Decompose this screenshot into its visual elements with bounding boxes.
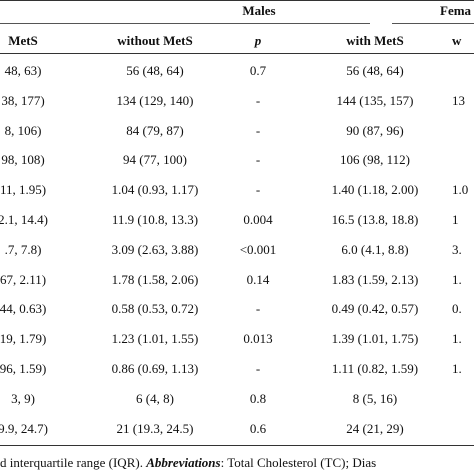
cell-without-mets-females: 1.0: [452, 182, 469, 198]
table-row: 96, 1.59) 0.86 (0.69, 1.13) - 1.11 (0.82, 1…: [0, 356, 474, 383]
cell-without-mets-females: 1.: [452, 331, 462, 347]
table-row: 11, 1.95) 1.04 (0.93, 1.17) - 1.40 (1.18, 2…: [0, 177, 474, 204]
cell-without-mets-males: 1.23 (1.01, 1.55): [111, 331, 199, 347]
females-group-underline: [392, 23, 474, 24]
cell-p-value: -: [255, 152, 261, 168]
table-row: 8, 106) 84 (79, 87) - 90 (87, 96): [0, 118, 474, 145]
cell-with-mets-males: .7, 7.8): [4, 241, 42, 257]
cell-with-mets-males: 8, 106): [4, 122, 42, 138]
cell-with-mets-males: 38, 177): [1, 92, 45, 108]
cell-without-mets-males: 11.9 (10.8, 13.3): [111, 212, 199, 227]
cell-with-mets-males: 3, 9): [11, 390, 35, 406]
cell-with-mets-males: 44, 0.63): [0, 301, 47, 317]
cell-with-mets-males: 11, 1.95): [0, 182, 47, 198]
cell-with-mets-females: 56 (48, 64): [346, 63, 404, 78]
cell-with-mets-males: 48, 63): [4, 63, 42, 78]
cell-with-mets-females: 106 (98, 112): [340, 152, 410, 168]
cell-p-value: -: [255, 301, 261, 317]
cell-with-mets-males: 19, 1.79): [0, 331, 47, 347]
cell-p-value: 0.004: [243, 212, 273, 227]
cell-p-value: 0.6: [249, 420, 267, 436]
cell-without-mets-males: 0.86 (0.69, 1.13): [111, 361, 199, 376]
males-group-underline: [0, 23, 370, 24]
cell-p-value: <0.001: [239, 241, 277, 257]
cell-with-mets-males: 67, 2.11): [0, 271, 47, 287]
cell-with-mets-females: 1.40 (1.18, 2.00): [331, 182, 419, 198]
cell-without-mets-males: 84 (79, 87): [126, 122, 184, 138]
table-row: 2.1, 14.4) 11.9 (10.8, 13.3) 0.004 16.5 (13…: [0, 207, 474, 234]
cell-p-value: -: [255, 361, 261, 376]
cell-without-mets-males: 6 (4, 8): [136, 390, 174, 406]
cell-with-mets-males: 96, 1.59): [0, 361, 47, 376]
table-row: 3, 9) 6 (4, 8) 0.8 8 (5, 16): [0, 386, 474, 413]
cell-with-mets-females: 6.0 (4.1, 8.8): [341, 241, 409, 257]
cell-without-mets-males: 21 (19.3, 24.5): [116, 420, 194, 436]
cell-p-value: 0.013: [243, 331, 273, 347]
cell-without-mets-males: 94 (77, 100): [123, 152, 187, 168]
cell-without-mets-females: 1.: [452, 271, 462, 287]
cell-without-mets-males: 1.78 (1.58, 2.06): [111, 271, 199, 287]
cell-without-mets-males: 56 (48, 64): [126, 63, 184, 78]
cell-p-value: -: [255, 122, 261, 138]
cell-with-mets-females: 90 (87, 96): [346, 122, 404, 138]
cell-with-mets-females: 24 (21, 29): [346, 420, 404, 436]
table-row: 48, 63) 56 (48, 64) 0.7 56 (48, 64): [0, 58, 474, 85]
col-header-without-mets-females: w: [452, 33, 462, 48]
cell-with-mets-males: 9.9, 24.7): [0, 420, 48, 436]
table-top-rule: [0, 0, 474, 1]
header-rule: [0, 53, 474, 54]
table-row: .7, 7.8) 3.09 (2.63, 3.88) <0.001 6.0 (4.1,…: [0, 237, 474, 264]
cell-without-mets-females: 0.: [452, 301, 462, 317]
table-row: 9.9, 24.7) 21 (19.3, 24.5) 0.6 24 (21, 29): [0, 416, 474, 443]
cell-without-mets-females: 3.: [452, 241, 462, 257]
cell-with-mets-females: 144 (135, 157): [336, 92, 414, 108]
cell-without-mets-females: 1: [452, 212, 459, 227]
footnote-text: d interquartile range (IQR).: [0, 455, 147, 470]
cell-with-mets-females: 1.11 (0.82, 1.59): [331, 361, 419, 376]
cell-without-mets-females: 1.: [452, 361, 462, 376]
cell-with-mets-females: 1.39 (1.01, 1.75): [331, 331, 419, 347]
table-row: 67, 2.11) 1.78 (1.58, 2.06) 0.14 1.83 (1.59…: [0, 267, 474, 294]
table-row: 98, 108) 94 (77, 100) - 106 (98, 112): [0, 147, 474, 174]
cell-without-mets-males: 1.04 (0.93, 1.17): [111, 182, 199, 198]
cell-without-mets-males: 0.58 (0.53, 0.72): [111, 301, 199, 317]
cell-without-mets-males: 3.09 (2.63, 3.88): [111, 241, 199, 257]
cell-p-value: 0.7: [249, 63, 267, 78]
cell-p-value: -: [255, 92, 261, 108]
cell-with-mets-males: 2.1, 14.4): [0, 212, 48, 227]
col-header-with-mets-females: with MetS: [346, 33, 404, 48]
males-group-header: Males: [242, 3, 276, 18]
cell-without-mets-females: 13: [452, 92, 465, 108]
footnote-abbreviations-text: : Total Cholesterol (TC); Dias: [220, 455, 377, 470]
cell-with-mets-females: 16.5 (13.8, 18.8): [331, 212, 419, 227]
table-row: 19, 1.79) 1.23 (1.01, 1.55) 0.013 1.39 (1.0…: [0, 326, 474, 353]
col-header-with-mets-males: MetS: [8, 33, 38, 48]
table-bottom-rule: [0, 445, 474, 446]
cell-p-value: 0.14: [246, 271, 270, 287]
cell-without-mets-males: 134 (129, 140): [116, 92, 194, 108]
cell-p-value: -: [255, 182, 261, 198]
table-row: 38, 177) 134 (129, 140) - 144 (135, 157) 13: [0, 88, 474, 115]
cell-p-value: 0.8: [249, 390, 267, 406]
footnote-abbreviations-label: Abbreviations: [146, 455, 221, 470]
table-row: 44, 0.63) 0.58 (0.53, 0.72) - 0.49 (0.42, 0…: [0, 296, 474, 323]
cell-with-mets-females: 0.49 (0.42, 0.57): [331, 301, 419, 317]
females-group-header: Fema: [440, 3, 472, 18]
cell-with-mets-females: 1.83 (1.59, 2.13): [331, 271, 419, 287]
table-footnote: d interquartile range (IQR). Abbreviatio…: [0, 455, 376, 471]
cell-with-mets-females: 8 (5, 16): [352, 390, 398, 406]
cell-with-mets-males: 98, 108): [1, 152, 45, 168]
col-header-p-value: p: [254, 33, 262, 48]
col-header-without-mets-males: without MetS: [117, 33, 193, 48]
